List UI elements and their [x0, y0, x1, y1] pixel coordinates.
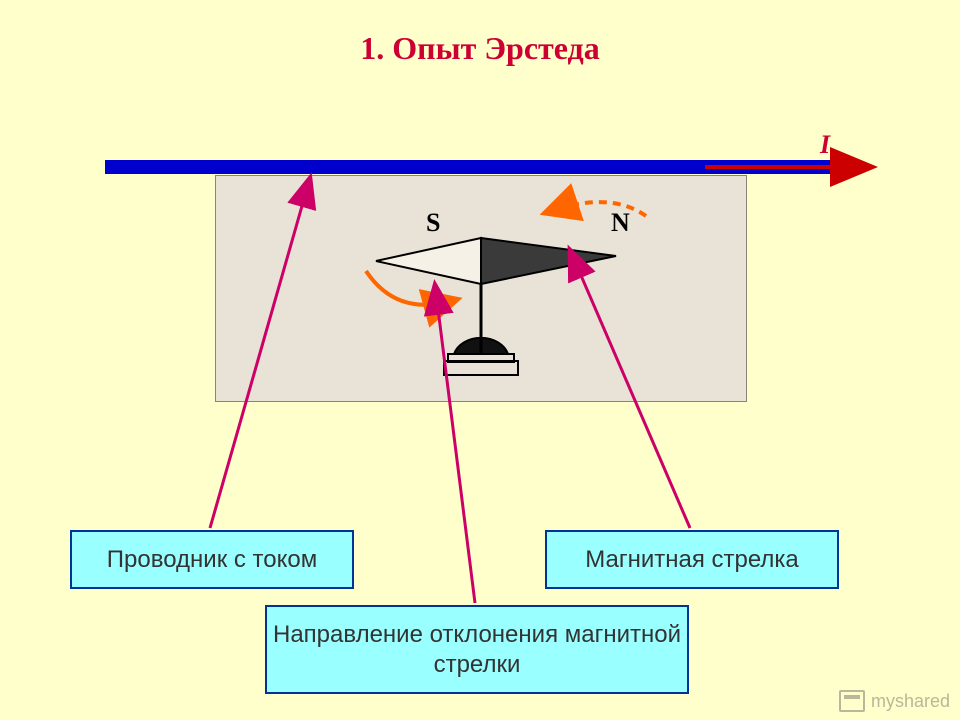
label-deflection: Направление отклонения магнитной стрелки [265, 605, 689, 694]
watermark-text: myshared [871, 691, 950, 712]
page-title: 1. Опыт Эрстеда [0, 30, 960, 67]
north-pole-label: N [611, 208, 630, 237]
conductor-wire [105, 160, 855, 174]
south-pole-label: S [426, 208, 440, 237]
deflection-arrow-left [366, 271, 451, 305]
label-needle: Магнитная стрелка [545, 530, 839, 589]
deflection-arrow-right [551, 202, 646, 216]
figure-panel: S N [215, 175, 747, 402]
current-label: I [820, 130, 830, 160]
slides-icon [839, 690, 865, 712]
watermark: myshared [839, 690, 950, 712]
label-conductor: Проводник с током [70, 530, 354, 589]
compass-needle-drawing: S N [216, 176, 746, 401]
